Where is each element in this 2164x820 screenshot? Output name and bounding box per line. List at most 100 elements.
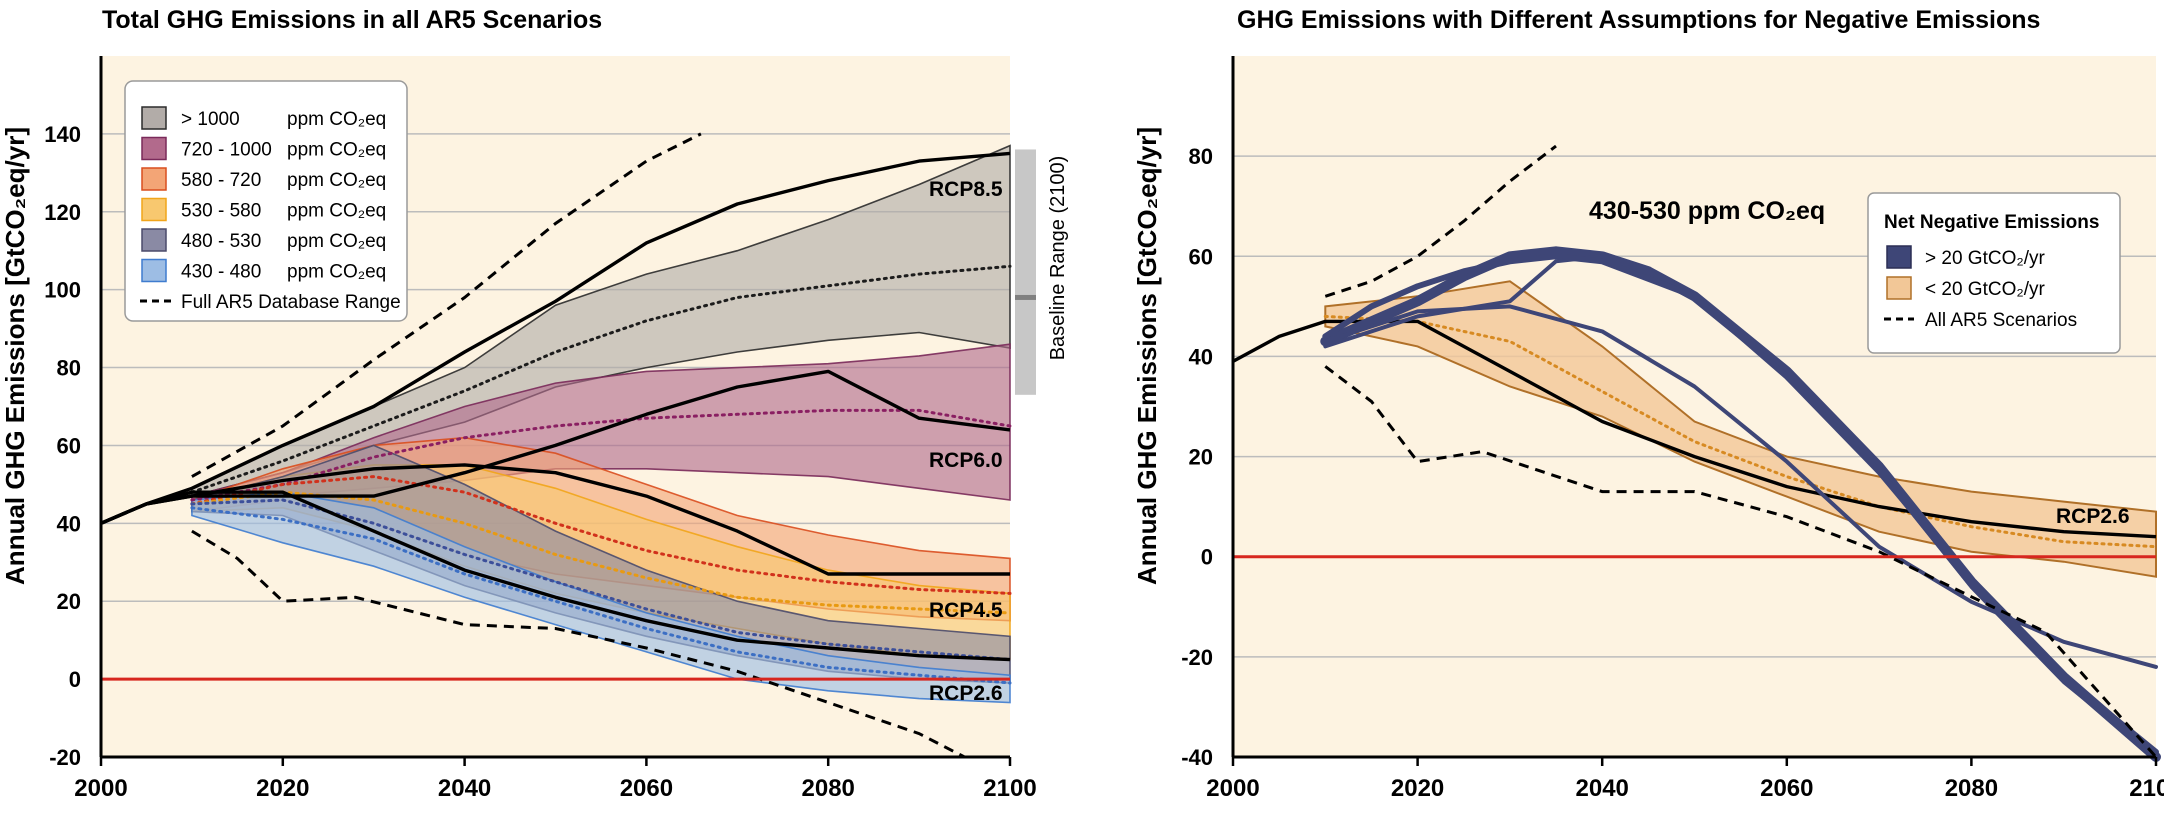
low-negative-band-median <box>1323 314 2158 549</box>
left-y-tick-0: 0 <box>69 667 81 692</box>
left-y-tick-100: 100 <box>44 278 81 303</box>
left-rcp-lines <box>100 151 1011 662</box>
annotation-rcp6-0: RCP6.0 <box>929 449 1003 472</box>
left-full-range-lines <box>191 132 966 759</box>
left-scenario-bands <box>191 144 1011 704</box>
full-range-lower <box>1324 365 2158 758</box>
right-legend-item-20-gtco-yr: > 20 GtCO₂/yr <box>1886 245 2045 269</box>
right-full-range-lines <box>1324 144 2158 758</box>
right-chart-title: GHG Emissions with Different Assumptions… <box>1237 6 2040 34</box>
legend-item-530-580-unit: ppm CO₂eq <box>287 201 386 222</box>
legend-item-720-1000-label: 720 - 1000 <box>181 140 272 161</box>
right-x-tick-2080: 2080 <box>1945 775 1998 802</box>
full-range-lower <box>191 529 966 759</box>
legend-item-530-580-label: 530 - 580 <box>181 201 261 222</box>
left-x-tick-2000: 2000 <box>74 775 127 802</box>
right-legend: Net Negative Emissions > 20 GtCO₂/yr < 20… <box>1867 192 2121 354</box>
left-y-tick-120: 120 <box>44 200 81 225</box>
right-y-axis-label: Annual GHG Emissions [GtCO₂eq/yr] <box>1132 127 1162 585</box>
line-rcp2-6 <box>1232 319 2157 539</box>
band-430-480 <box>191 491 1011 704</box>
right-y-tick-40: 40 <box>1189 344 1213 369</box>
left-y-ticks: -20 0 20 40 60 80 100 120 140 <box>44 122 81 770</box>
legend-item-720-1000-unit: ppm CO₂eq <box>287 140 386 161</box>
legend-item-430-480: 430 - 480 ppm CO₂eq <box>141 258 386 283</box>
left-y-tick-20: 20 <box>57 589 81 614</box>
right-y-tick-80: 80 <box>1189 144 1213 169</box>
right-legend-item-all-ar5-scenarios-label: All AR5 Scenarios <box>1925 310 2077 331</box>
right-x-tick-2060: 2060 <box>1760 775 1813 802</box>
right-y-tick-0: 0 <box>1201 545 1213 570</box>
legend-item-430-480-swatch <box>141 258 167 283</box>
annotation-rcp2-6: RCP2.6 <box>2056 505 2130 528</box>
left-y-tick-40: 40 <box>57 511 81 536</box>
right-y-tick-20: 20 <box>1189 445 1213 470</box>
left-x-tick-2020: 2020 <box>256 775 309 802</box>
right-y-tick-40: -40 <box>1181 745 1213 770</box>
right-rcp-annotation: RCP2.6 <box>2056 505 2130 528</box>
high-negative-line-4 <box>1322 253 2159 755</box>
baseline-range-bar: Baseline Range (2100) <box>1015 149 1069 395</box>
left-x-tick-2080: 2080 <box>802 775 855 802</box>
legend-item-480-530-swatch <box>141 228 167 252</box>
left-y-tick-20: -20 <box>49 745 81 770</box>
right-high-negative-lines <box>1320 246 2161 762</box>
low-negative-band <box>1324 280 2157 578</box>
legend-item-580-720-unit: ppm CO₂eq <box>287 170 386 191</box>
right-legend-item-all-ar5-scenarios: All AR5 Scenarios <box>1884 310 2077 331</box>
left-median-lines <box>190 264 1012 685</box>
line-rcp2-6 <box>100 490 1011 662</box>
legend-item-1000: > 1000 ppm CO₂eq <box>141 106 386 130</box>
right-legend-box <box>1867 192 2121 354</box>
right-legend-item-20-gtco-yr-label: < 20 GtCO₂/yr <box>1925 279 2045 300</box>
full-range-upper <box>191 132 702 478</box>
right-y-ticks: -40 -20 0 20 40 60 80 <box>1181 144 1213 770</box>
annotation-rcp8-5: RCP8.5 <box>929 178 1003 201</box>
annotation-rcp2-6: RCP2.6 <box>929 682 1003 705</box>
band-580-720-median <box>190 475 1012 595</box>
legend-item-720-1000: 720 - 1000 ppm CO₂eq <box>141 136 386 161</box>
left-legend-box <box>124 80 408 322</box>
left-y-axis-label: Annual GHG Emissions [GtCO₂eq/yr] <box>0 127 30 585</box>
legend-item-480-530: 480 - 530 ppm CO₂eq <box>141 228 386 252</box>
legend-item-full-ar5-database-range-label: Full AR5 Database Range <box>181 292 401 313</box>
legend-item-480-530-label: 480 - 530 <box>181 231 261 252</box>
left-chart-title: Total GHG Emissions in all AR5 Scenarios <box>102 6 602 34</box>
left-x-tick-2040: 2040 <box>438 775 491 802</box>
legend-item-480-530-unit: ppm CO₂eq <box>287 231 386 252</box>
legend-item-720-1000-swatch <box>141 136 167 161</box>
legend-item-1000-unit: ppm CO₂eq <box>287 109 386 130</box>
band-720-1000-median <box>190 408 1012 502</box>
left-rcp-annotations: RCP8.5 RCP6.0 RCP4.5 RCP2.6 <box>929 178 1003 705</box>
right-x-tick-2000: 2000 <box>1206 775 1259 802</box>
right-legend-title: Net Negative Emissions <box>1884 212 2099 233</box>
left-x-ticks: 2000 2020 2040 2060 2080 2100 <box>74 757 1037 802</box>
legend-item-1000-label: > 1000 <box>181 109 240 130</box>
line-rcp4-5 <box>100 463 1010 576</box>
left-x-tick-2100: 2100 <box>983 775 1036 802</box>
legend-item-530-580-swatch <box>141 197 167 222</box>
right-y-tick-20: -20 <box>1181 645 1213 670</box>
right-legend-item-20-gtco-yr-swatch <box>1886 276 1912 300</box>
annotation-rcp4-5: RCP4.5 <box>929 599 1003 622</box>
right-concentration-subtitle: 430-530 ppm CO₂eq <box>1589 197 1825 225</box>
left-y-tick-140: 140 <box>44 122 81 147</box>
right-x-tick-2020: 2020 <box>1391 775 1444 802</box>
right-x-ticks: 2000 2020 2040 2060 2080 2100 <box>1206 757 2164 802</box>
legend-item-580-720: 580 - 720 ppm CO₂eq <box>141 167 386 191</box>
left-x-tick-2060: 2060 <box>620 775 673 802</box>
right-rcp-line <box>1232 319 2157 539</box>
right-low-negative-band <box>1323 280 2158 578</box>
right-legend-item-20-gtco-yr-swatch <box>1886 245 1912 269</box>
right-x-tick-2100: 2100 <box>2129 775 2164 802</box>
legend-item-430-480-label: 430 - 480 <box>181 262 261 283</box>
band-1000-median <box>190 264 1012 494</box>
full-range-upper <box>1324 144 1557 298</box>
right-x-tick-2040: 2040 <box>1576 775 1629 802</box>
high-negative-line-3 <box>1323 304 2158 669</box>
legend-item-1000-swatch <box>141 106 167 130</box>
